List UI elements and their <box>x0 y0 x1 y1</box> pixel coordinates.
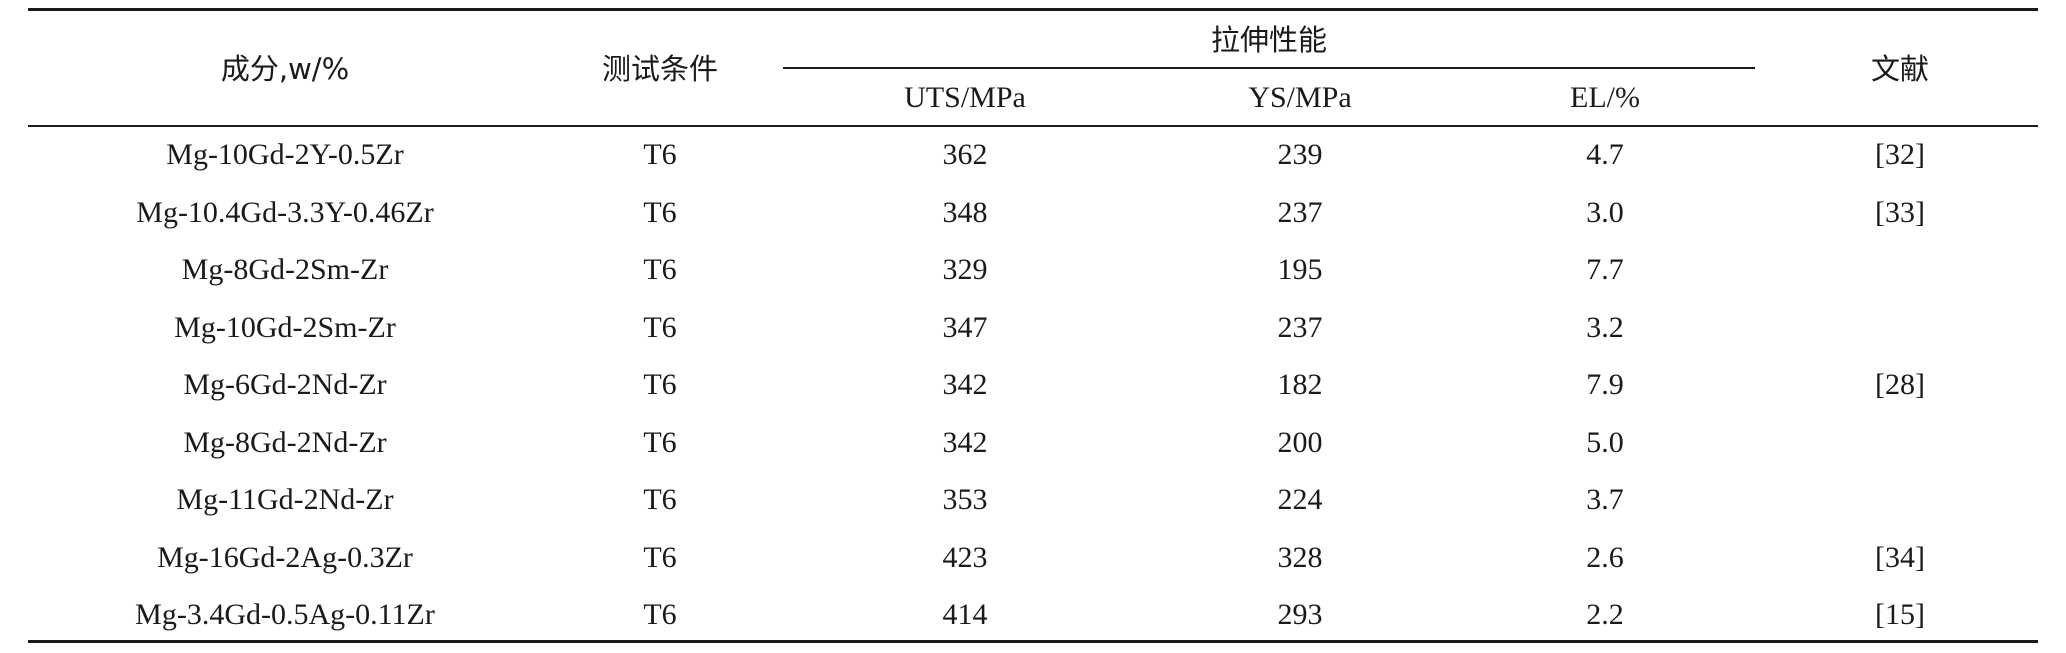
cell-reference: [33] <box>1875 196 1925 229</box>
cell-ys: 224 <box>1277 483 1323 516</box>
cell-condition: T6 <box>643 196 677 229</box>
cell-uts: 329 <box>942 253 988 286</box>
cell-reference: [28] <box>1875 368 1925 401</box>
cell-el: 3.2 <box>1586 311 1624 344</box>
header-ys: YS/MPa <box>1248 81 1352 114</box>
header-el: EL/% <box>1570 81 1640 114</box>
cell-uts: 342 <box>942 426 988 459</box>
cell-uts: 342 <box>942 368 988 401</box>
cell-el: 2.2 <box>1586 598 1624 631</box>
cell-ys: 237 <box>1277 311 1323 344</box>
header-tensile-properties: 拉伸性能 <box>1210 23 1327 57</box>
cell-uts: 423 <box>942 541 988 574</box>
cell-composition: Mg-8Gd-2Sm-Zr <box>181 253 389 286</box>
cell-condition: T6 <box>643 426 677 459</box>
header-condition: 测试条件 <box>601 52 718 86</box>
cell-reference: [15] <box>1875 598 1925 631</box>
cell-el: 7.9 <box>1586 368 1624 401</box>
cell-reference <box>1780 250 2020 290</box>
header-uts: UTS/MPa <box>904 81 1026 114</box>
cell-condition: T6 <box>643 541 677 574</box>
top-rule <box>28 8 2038 11</box>
cell-el: 5.0 <box>1586 426 1624 459</box>
cell-ys: 200 <box>1277 426 1323 459</box>
header-reference: 文献 <box>1870 52 1929 86</box>
header-rule <box>28 125 2038 127</box>
cell-uts: 414 <box>942 598 988 631</box>
cell-reference <box>1780 480 2020 520</box>
cell-uts: 348 <box>942 196 988 229</box>
cell-condition: T6 <box>643 368 677 401</box>
header-composition: 成分,w/% <box>220 52 350 86</box>
cell-composition: Mg-10.4Gd-3.3Y-0.46Zr <box>136 196 434 229</box>
cell-ys: 182 <box>1277 368 1323 401</box>
cell-ys: 195 <box>1277 253 1323 286</box>
cell-el: 2.6 <box>1586 541 1624 574</box>
cell-uts: 362 <box>942 138 988 171</box>
cell-condition: T6 <box>643 253 677 286</box>
cell-reference <box>1780 308 2020 348</box>
cell-el: 4.7 <box>1586 138 1624 171</box>
cell-ys: 237 <box>1277 196 1323 229</box>
bottom-rule <box>28 640 2038 643</box>
cell-condition: T6 <box>643 483 677 516</box>
cell-reference <box>1780 423 2020 463</box>
tensile-group-rule <box>783 67 1755 69</box>
cell-el: 7.7 <box>1586 253 1624 286</box>
cell-uts: 353 <box>942 483 988 516</box>
cell-reference: [34] <box>1875 541 1925 574</box>
cell-el: 3.7 <box>1586 483 1624 516</box>
cell-reference: [32] <box>1875 138 1925 171</box>
cell-el: 3.0 <box>1586 196 1624 229</box>
cell-composition: Mg-11Gd-2Nd-Zr <box>176 483 394 516</box>
cell-condition: T6 <box>643 598 677 631</box>
cell-condition: T6 <box>643 311 677 344</box>
cell-composition: Mg-3.4Gd-0.5Ag-0.11Zr <box>135 598 435 631</box>
cell-composition: Mg-10Gd-2Y-0.5Zr <box>166 138 404 171</box>
cell-ys: 328 <box>1277 541 1323 574</box>
cell-composition: Mg-6Gd-2Nd-Zr <box>183 368 387 401</box>
cell-ys: 293 <box>1277 598 1323 631</box>
cell-composition: Mg-8Gd-2Nd-Zr <box>183 426 387 459</box>
cell-uts: 347 <box>942 311 988 344</box>
cell-composition: Mg-16Gd-2Ag-0.3Zr <box>157 541 413 574</box>
cell-ys: 239 <box>1277 138 1323 171</box>
cell-composition: Mg-10Gd-2Sm-Zr <box>174 311 396 344</box>
cell-condition: T6 <box>643 138 677 171</box>
